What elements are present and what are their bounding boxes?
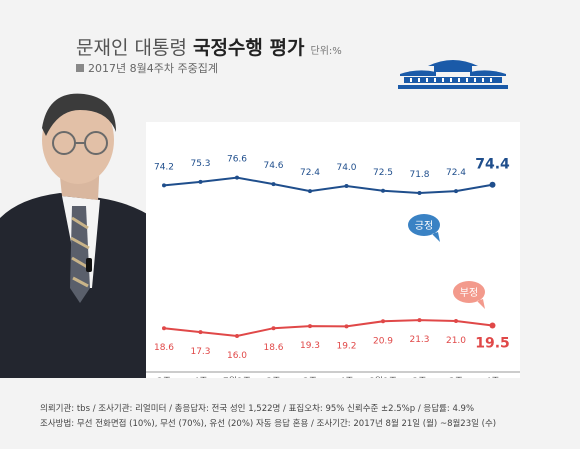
data-label: 75.3 bbox=[190, 159, 210, 169]
data-label: 18.6 bbox=[263, 343, 283, 353]
data-label: 72.4 bbox=[300, 168, 320, 178]
data-point bbox=[235, 334, 239, 338]
data-point bbox=[454, 189, 458, 194]
x-tick-label: 2주 bbox=[412, 376, 426, 378]
data-point bbox=[381, 188, 385, 193]
x-tick-label: 3주 bbox=[449, 376, 463, 378]
data-label: 21.3 bbox=[409, 335, 429, 345]
data-point bbox=[489, 322, 496, 329]
x-tick-label: 3주 bbox=[303, 376, 317, 378]
series-callout-badge bbox=[453, 281, 485, 309]
plot-area: 3주 4주 7월1주 2주 3주 4주 8월1주 2주 3주 4주 74.2 75.3 76.6 74.6… bbox=[146, 122, 520, 378]
data-point bbox=[381, 319, 385, 324]
data-point bbox=[271, 182, 276, 187]
title-main: 문재인 대통령 bbox=[76, 37, 187, 59]
data-point bbox=[344, 184, 349, 188]
data-label: 19.3 bbox=[300, 341, 320, 351]
x-tick-label: 7월1주 bbox=[223, 375, 251, 378]
data-label: 74.0 bbox=[336, 163, 356, 173]
data-label: 74.6 bbox=[263, 161, 283, 171]
data-point bbox=[162, 326, 166, 331]
footer-line-2: 조사방법: 무선 전화면접 (10%), 무선 (70%), 유선 (20%) … bbox=[40, 419, 497, 429]
title-strong: 국정수행 평가 bbox=[192, 37, 305, 59]
data-point bbox=[162, 183, 166, 188]
data-point bbox=[489, 181, 496, 188]
data-point bbox=[344, 324, 349, 329]
x-tick-label: 4주 bbox=[193, 376, 207, 378]
president-portrait bbox=[0, 93, 190, 378]
data-label: 72.5 bbox=[373, 168, 393, 178]
data-point bbox=[235, 175, 239, 180]
x-tick-label: 4주 bbox=[485, 376, 499, 378]
data-point bbox=[454, 319, 458, 323]
series-callout-label: 부정 bbox=[460, 287, 478, 299]
data-label: 71.8 bbox=[409, 170, 429, 180]
series-line-negative bbox=[163, 319, 493, 338]
x-tick-label: 8월1주 bbox=[369, 375, 397, 378]
line-chart: 3주 4주 7월1주 2주 3주 4주 8월1주 2주 3주 4주 74.2 75.3 76.6 74.6… bbox=[146, 155, 520, 378]
data-label: 72.4 bbox=[446, 168, 466, 178]
chart-subtitle: 2017년 8월4주차 주중집계 bbox=[76, 60, 218, 76]
square-bullet-icon bbox=[76, 64, 84, 72]
x-tick-label: 4주 bbox=[339, 376, 353, 378]
survey-footer: 의뢰기관: tbs / 조사기관: 리얼미터 / 총응답자: 전국 성인 1,5… bbox=[40, 402, 496, 432]
data-label: 20.9 bbox=[373, 336, 393, 346]
data-label: 21.0 bbox=[446, 336, 466, 346]
data-point bbox=[198, 330, 203, 335]
series-line-positive bbox=[163, 176, 493, 195]
chart-title: 문재인 대통령 국정수행 평가 단위:% bbox=[76, 33, 342, 60]
blue-house-logo bbox=[398, 60, 508, 89]
footer-line-1: 의뢰기관: tbs / 조사기관: 리얼미터 / 총응답자: 전국 성인 1,5… bbox=[40, 404, 475, 414]
data-point bbox=[198, 179, 203, 184]
data-point bbox=[308, 189, 312, 194]
data-label: 76.6 bbox=[227, 155, 247, 165]
data-label: 16.0 bbox=[227, 351, 247, 361]
series-callout-label: 긍정 bbox=[415, 220, 433, 232]
data-point bbox=[417, 191, 422, 196]
data-point bbox=[308, 324, 312, 329]
subtitle-text: 2017년 8월4주차 주중집계 bbox=[88, 62, 218, 75]
x-tick-label: 2주 bbox=[266, 376, 280, 378]
data-label: 18.6 bbox=[154, 343, 174, 353]
data-label: 19.5 bbox=[475, 336, 510, 352]
series-callout-badge bbox=[408, 214, 440, 242]
x-tick-label: 3주 bbox=[157, 376, 171, 378]
data-label: 17.3 bbox=[190, 347, 210, 357]
data-label: 74.2 bbox=[154, 162, 174, 172]
unit-label: 단위:% bbox=[310, 46, 342, 57]
data-point bbox=[417, 318, 422, 323]
data-point bbox=[271, 326, 276, 331]
data-label: 74.4 bbox=[475, 157, 510, 173]
data-label: 19.2 bbox=[336, 341, 356, 351]
